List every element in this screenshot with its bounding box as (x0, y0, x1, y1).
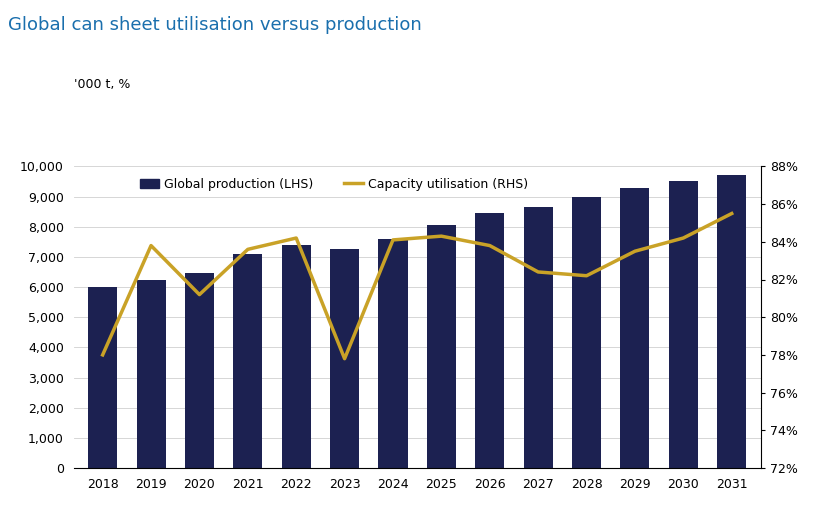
Capacity utilisation (RHS) (388, 237, 398, 243)
Capacity utilisation (RHS) (97, 352, 107, 358)
Bar (524, 207, 553, 468)
Bar (427, 225, 456, 468)
Text: Global can sheet utilisation versus production: Global can sheet utilisation versus prod… (8, 16, 422, 34)
Bar (669, 181, 698, 468)
Bar (572, 197, 601, 468)
Bar (330, 250, 359, 468)
Capacity utilisation (RHS) (339, 356, 349, 362)
Capacity utilisation (RHS) (146, 242, 156, 249)
Capacity utilisation (RHS) (582, 272, 591, 279)
Capacity utilisation (RHS) (533, 269, 543, 275)
Bar (281, 245, 311, 468)
Capacity utilisation (RHS) (291, 235, 301, 241)
Capacity utilisation (RHS) (243, 246, 253, 253)
Capacity utilisation (RHS) (195, 291, 204, 297)
Line: Capacity utilisation (RHS): Capacity utilisation (RHS) (102, 214, 732, 359)
Capacity utilisation (RHS) (437, 233, 447, 239)
Bar (185, 274, 214, 468)
Bar (475, 213, 504, 468)
Bar (620, 188, 649, 468)
Bar (379, 239, 407, 468)
Capacity utilisation (RHS) (630, 248, 640, 254)
Bar (137, 280, 165, 468)
Bar (717, 175, 746, 468)
Capacity utilisation (RHS) (678, 235, 688, 241)
Bar (88, 287, 117, 468)
Legend: Global production (LHS), Capacity utilisation (RHS): Global production (LHS), Capacity utilis… (135, 173, 533, 196)
Capacity utilisation (RHS) (485, 242, 495, 249)
Text: '000 t, %: '000 t, % (74, 78, 130, 91)
Capacity utilisation (RHS) (727, 211, 737, 217)
Bar (233, 254, 263, 468)
